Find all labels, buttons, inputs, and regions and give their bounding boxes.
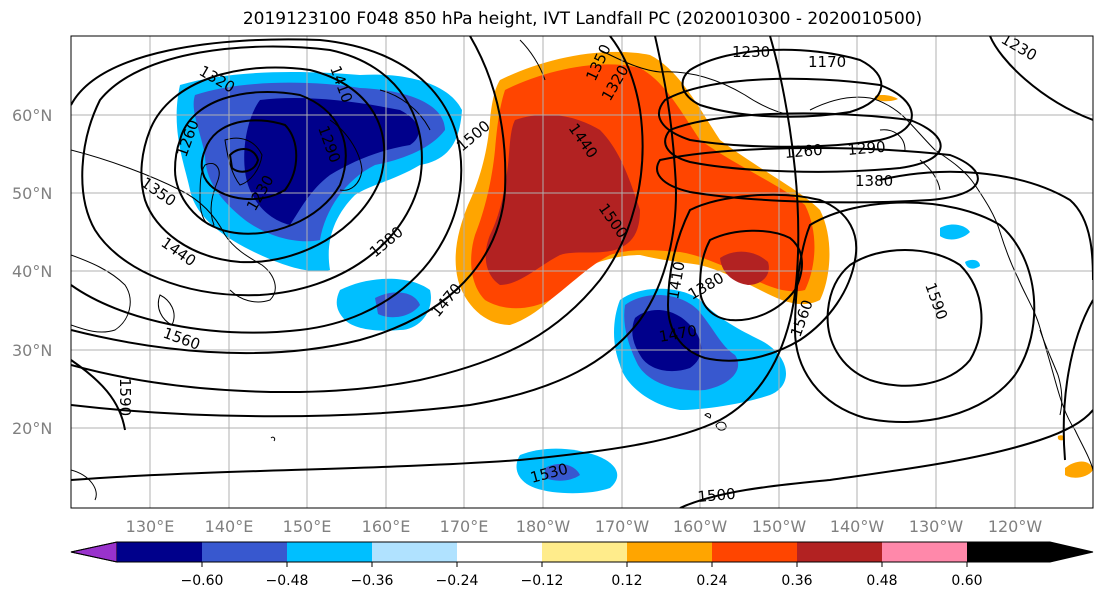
lon-label: 170°E <box>440 517 489 536</box>
lat-label: 40°N <box>12 262 52 281</box>
ivt-region-pacific-jet-core <box>485 114 640 285</box>
colorbar-tick-label: −0.36 <box>351 573 394 589</box>
colorbar-tick-label: −0.48 <box>266 573 309 589</box>
colorbar-segment <box>627 542 712 562</box>
height-contours <box>71 36 1093 508</box>
colorbar-tick-label: 0.60 <box>951 573 982 589</box>
map-frame <box>70 35 1094 509</box>
ivt-region-alaska <box>875 95 898 102</box>
contour-label: 1260 <box>784 141 824 162</box>
colorbar-segment <box>372 542 457 562</box>
colorbar-tick-label: 0.24 <box>696 573 727 589</box>
colorbar-extend-low <box>70 541 118 563</box>
colorbar-outline <box>70 541 1094 563</box>
colorbar-segment <box>712 542 797 562</box>
lon-label: 150°W <box>752 517 807 536</box>
ivt-region-coast-2 <box>965 259 980 269</box>
colorbar-segment <box>882 542 967 562</box>
colorbar-segment <box>797 542 882 562</box>
colorbar-ticks <box>201 562 968 567</box>
contour-label: 1500 <box>697 485 737 506</box>
colorbar-tick-labels: −0.60 −0.48 −0.36 −0.24 −0.12 0.12 0.24 … <box>181 573 983 589</box>
lon-label: 160°W <box>673 517 728 536</box>
lon-label: 120°W <box>988 517 1043 536</box>
colorbar-segment <box>287 542 372 562</box>
lat-label: 30°N <box>12 341 52 360</box>
colorbar-segment <box>117 542 202 562</box>
lon-label: 150°E <box>283 517 332 536</box>
contour-label: 1590 <box>116 378 134 416</box>
ivt-region-mexico <box>1065 461 1093 478</box>
colorbar-segment <box>457 542 542 562</box>
lon-label: 130°W <box>909 517 964 536</box>
colorbar-segment <box>542 542 627 562</box>
lon-label: 130°E <box>126 517 175 536</box>
contour-label: 1170 <box>808 53 846 71</box>
colorbar-tick-label: 0.36 <box>781 573 812 589</box>
colorbar-tick-label: 0.48 <box>866 573 897 589</box>
lon-label: 170°W <box>595 517 650 536</box>
longitude-labels: 130°E 140°E 150°E 160°E 170°E 180°W 170°… <box>126 517 1043 536</box>
lat-label: 20°N <box>12 419 52 438</box>
lat-label: 60°N <box>12 106 52 125</box>
colorbar-extend-high <box>967 542 1093 562</box>
lat-label: 50°N <box>12 184 52 203</box>
colorbar-tick-label: −0.60 <box>181 573 224 589</box>
ivt-region-central-pacific-core <box>632 309 702 372</box>
contour-label: 1230 <box>732 43 770 61</box>
colorbar-tick-label: 0.12 <box>611 573 642 589</box>
ivt-region-subtropical-mid <box>545 464 580 481</box>
ivt-region-coast <box>940 224 970 240</box>
colorbar-tick-label: −0.24 <box>436 573 479 589</box>
coastlines <box>71 39 1093 501</box>
lon-label: 160°E <box>362 517 411 536</box>
contour-label: 1290 <box>847 138 887 159</box>
ivt-region-gulf-core <box>720 251 769 285</box>
lon-label: 140°E <box>205 517 254 536</box>
map-panel: 1320 1410 1260 1290 1230 1350 1440 1380 … <box>71 36 1093 508</box>
lon-label: 180°W <box>516 517 571 536</box>
map-title: 2019123100 F048 850 hPa height, IVT Land… <box>242 9 923 29</box>
lon-label: 140°W <box>830 517 885 536</box>
colorbar-tick-label: −0.12 <box>521 573 564 589</box>
contour-label: 1380 <box>855 172 893 190</box>
latitude-labels: 60°N 50°N 40°N 30°N 20°N <box>12 106 52 438</box>
colorbar-segment <box>202 542 287 562</box>
ivt-positive-shading <box>455 51 1093 478</box>
colorbar: −0.60 −0.48 −0.36 −0.24 −0.12 0.12 0.24 … <box>70 541 1094 589</box>
